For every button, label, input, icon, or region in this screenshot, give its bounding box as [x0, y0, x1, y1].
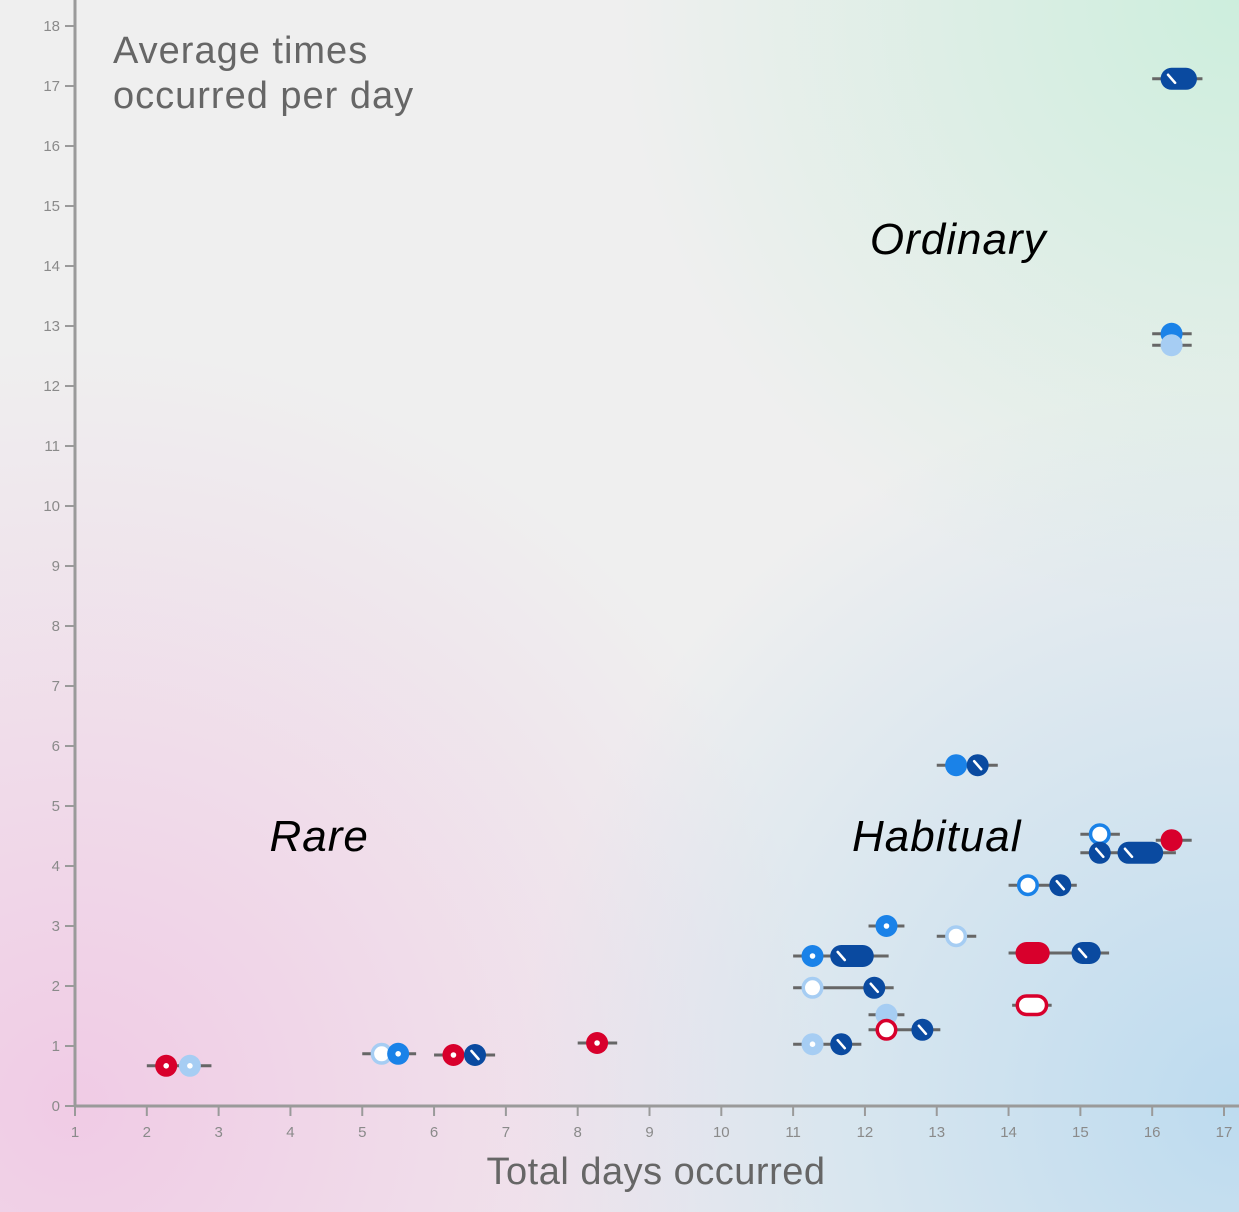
y-tick-label: 14: [43, 258, 60, 275]
x-tick-label: 2: [143, 1124, 151, 1141]
data-point: [875, 1018, 898, 1041]
y-axis-label-line-2: occurred per day: [113, 75, 414, 117]
marker-slash: [470, 1049, 480, 1061]
data-point: [1160, 334, 1183, 357]
marker-slash: [1123, 847, 1134, 859]
y-tick-label: 9: [52, 558, 60, 575]
data-point: [1016, 874, 1039, 897]
x-tick-label: 15: [1072, 1124, 1089, 1141]
x-tick-label: 3: [214, 1124, 222, 1141]
marker-slash: [836, 1038, 847, 1050]
marker-dot: [809, 953, 816, 959]
x-axis: 1 2 3 4 5 6 7 8 9 10 11 12 13 14 15 16 17: [71, 1104, 1239, 1141]
x-tick-label: 16: [1144, 1124, 1161, 1141]
data-point: [1015, 994, 1049, 1017]
y-tick-label: 13: [43, 318, 60, 335]
y-tick-label: 0: [52, 1098, 60, 1115]
markers: [155, 67, 1197, 1077]
x-tick-label: 12: [857, 1124, 874, 1141]
y-tick-label: 16: [43, 138, 60, 155]
region-label-habitual: Habitual: [852, 812, 1022, 861]
y-tick-label: 18: [43, 18, 60, 35]
y-tick-label: 12: [43, 378, 60, 395]
x-tick-label: 17: [1216, 1124, 1233, 1141]
y-tick-label: 1: [52, 1038, 60, 1055]
marker-slash: [972, 759, 983, 771]
data-point: [1160, 829, 1183, 852]
region-label-ordinary: Ordinary: [870, 215, 1049, 264]
y-tick-label: 8: [52, 618, 60, 635]
data-point: [945, 925, 968, 948]
data-point: [830, 945, 874, 967]
marker-slash: [1166, 73, 1177, 85]
region-label-rare: Rare: [269, 812, 368, 861]
marker-dot: [395, 1051, 401, 1057]
marker-dot: [809, 1041, 816, 1047]
y-axis-label-line-1: Average times: [113, 30, 368, 72]
data-point: [801, 976, 824, 999]
x-tick-label: 7: [502, 1124, 510, 1141]
data-point: [945, 754, 968, 777]
marker-dot: [450, 1052, 457, 1058]
y-tick-label: 2: [52, 978, 60, 995]
region-labels: Ordinary Rare Habitual: [269, 215, 1049, 861]
data-point: [1117, 841, 1164, 864]
y-tick-label: 7: [52, 678, 60, 695]
marker-slash: [1055, 879, 1066, 891]
y-tick-label: 3: [52, 918, 60, 935]
y-tick-label: 5: [52, 798, 60, 815]
marker-dot: [163, 1063, 170, 1069]
x-tick-label: 13: [928, 1124, 945, 1141]
x-tick-label: 6: [430, 1124, 438, 1141]
marker-slash: [836, 950, 847, 962]
marker-slash: [1094, 847, 1105, 859]
data-point: [1160, 67, 1197, 90]
marker-dot: [187, 1063, 193, 1069]
x-tick-label: 5: [358, 1124, 366, 1141]
y-tick-label: 17: [43, 78, 60, 95]
x-tick-label: 10: [713, 1124, 730, 1141]
y-tick-label: 6: [52, 738, 60, 755]
marker-slash: [869, 982, 880, 994]
y-tick-label: 15: [43, 198, 60, 215]
x-tick-label: 8: [574, 1124, 582, 1141]
marker-slash: [917, 1024, 928, 1036]
y-tick-label: 4: [52, 858, 60, 875]
y-tick-label: 10: [43, 498, 60, 515]
marker-dot: [594, 1040, 600, 1046]
x-tick-label: 9: [645, 1124, 653, 1141]
x-tick-label: 11: [785, 1124, 801, 1141]
marker-slash: [1077, 947, 1088, 959]
data-point: [1015, 942, 1050, 964]
x-tick-label: 4: [286, 1124, 294, 1141]
data-point: [1088, 823, 1111, 846]
x-tick-label: 1: [71, 1124, 79, 1141]
x-tick-label: 14: [1000, 1124, 1017, 1141]
marker-dot: [883, 923, 890, 929]
y-tick-label: 11: [44, 438, 60, 455]
x-axis-label: Total days occurred: [487, 1151, 826, 1193]
data-point: [1071, 942, 1101, 964]
